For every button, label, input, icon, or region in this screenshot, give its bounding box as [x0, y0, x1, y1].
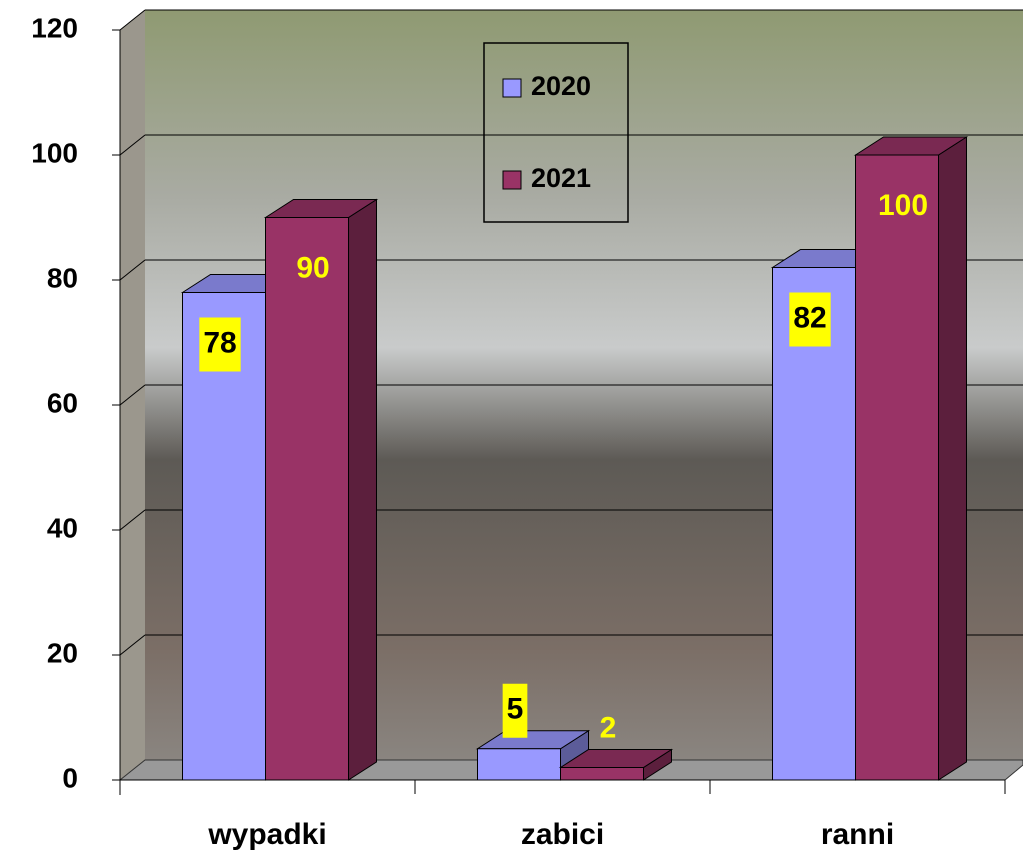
- grid-line: [119, 134, 146, 156]
- grid-line: [119, 259, 146, 281]
- y-tick-label: 40: [47, 512, 78, 543]
- grid-line: [119, 384, 146, 406]
- legend-box: [483, 42, 629, 223]
- legend: 2020 2021: [483, 42, 629, 223]
- bar-side: [348, 198, 377, 781]
- y-tick-label: 120: [31, 12, 78, 43]
- bar: [182, 292, 266, 781]
- legend-label: 2020: [531, 71, 591, 101]
- value-label: 5: [507, 693, 524, 726]
- grid-line: [119, 9, 146, 31]
- grid-line: [119, 634, 146, 656]
- value-label: 100: [878, 189, 928, 222]
- y-tick-label: 60: [47, 387, 78, 418]
- legend-swatch: [502, 78, 522, 98]
- x-tick-label: wypadki: [207, 818, 326, 851]
- y-tick-label: 20: [47, 637, 78, 668]
- value-label: 78: [203, 326, 236, 359]
- legend-swatch: [502, 170, 522, 190]
- value-label: 2: [600, 711, 617, 744]
- bar: [560, 767, 644, 781]
- value-label-box: [199, 317, 241, 372]
- x-tick-label: zabici: [521, 818, 604, 851]
- bar: [265, 217, 349, 781]
- legend-label: 2021: [531, 163, 591, 193]
- bar-side: [938, 136, 967, 781]
- x-tick-label: ranni: [821, 818, 894, 851]
- value-label-box: [789, 292, 831, 347]
- value-label-box: [502, 683, 528, 738]
- bar: [477, 748, 561, 781]
- grid-line: [119, 509, 146, 531]
- y-tick-label: 80: [47, 262, 78, 293]
- value-label: 90: [296, 251, 329, 284]
- y-tick-label: 100: [31, 137, 78, 168]
- y-tick-label: 0: [62, 762, 78, 793]
- value-label: 82: [793, 301, 826, 334]
- bar: [855, 154, 939, 781]
